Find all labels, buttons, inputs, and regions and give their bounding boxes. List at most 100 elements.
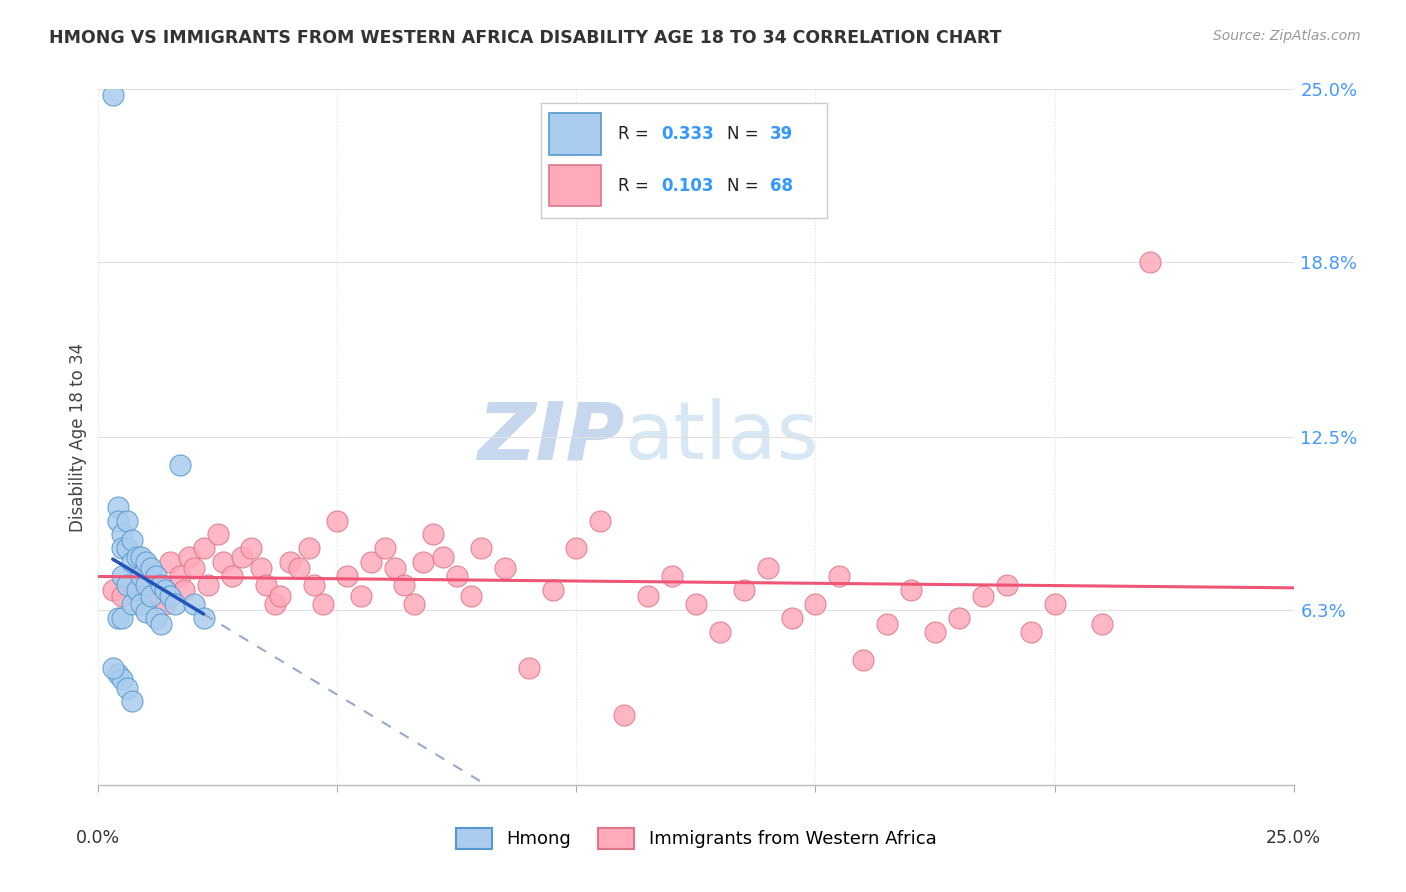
Point xyxy=(412,555,434,569)
Point xyxy=(145,577,167,591)
Point xyxy=(374,541,396,556)
Point xyxy=(804,597,827,611)
Point xyxy=(269,589,291,603)
Point xyxy=(661,569,683,583)
Point xyxy=(637,589,659,603)
Point xyxy=(995,577,1018,591)
Point xyxy=(145,611,167,625)
Point xyxy=(121,533,143,547)
Point xyxy=(1019,624,1042,639)
Point xyxy=(470,541,492,556)
Point xyxy=(115,681,138,695)
Text: ZIP: ZIP xyxy=(477,398,624,476)
Point xyxy=(446,569,468,583)
Point xyxy=(685,597,707,611)
Text: 25.0%: 25.0% xyxy=(1265,830,1322,847)
Point xyxy=(312,597,335,611)
Point xyxy=(613,708,636,723)
Text: atlas: atlas xyxy=(624,398,818,476)
Point xyxy=(101,661,124,675)
Point xyxy=(876,616,898,631)
Point xyxy=(107,500,129,514)
Point xyxy=(125,583,148,598)
Point xyxy=(288,561,311,575)
Point xyxy=(432,549,454,564)
Point xyxy=(107,666,129,681)
Point xyxy=(1043,597,1066,611)
Point xyxy=(131,569,153,583)
Text: 0.0%: 0.0% xyxy=(76,830,121,847)
Point xyxy=(565,541,588,556)
Point xyxy=(852,653,875,667)
Text: Source: ZipAtlas.com: Source: ZipAtlas.com xyxy=(1213,29,1361,43)
Point xyxy=(1091,616,1114,631)
Point xyxy=(131,549,153,564)
Point xyxy=(111,569,134,583)
Point xyxy=(733,583,755,598)
Point xyxy=(135,606,157,620)
Point xyxy=(460,589,482,603)
Point xyxy=(780,611,803,625)
Point xyxy=(149,577,172,591)
Point xyxy=(101,583,124,598)
Point xyxy=(135,577,157,591)
Point xyxy=(211,555,233,569)
Point xyxy=(107,514,129,528)
Point xyxy=(121,555,143,569)
Point xyxy=(541,583,564,598)
Point xyxy=(193,541,215,556)
Point xyxy=(197,577,219,591)
Point xyxy=(169,569,191,583)
Point xyxy=(173,583,195,598)
Point xyxy=(135,555,157,569)
Point xyxy=(240,541,263,556)
Point xyxy=(111,589,134,603)
Point xyxy=(350,589,373,603)
Point xyxy=(125,549,148,564)
Point xyxy=(828,569,851,583)
Point xyxy=(111,672,134,686)
Point xyxy=(250,561,273,575)
Point xyxy=(193,611,215,625)
Point xyxy=(207,527,229,541)
Point xyxy=(183,561,205,575)
Point xyxy=(360,555,382,569)
Point xyxy=(589,514,612,528)
Point xyxy=(183,597,205,611)
Point xyxy=(121,694,143,708)
Point xyxy=(155,583,177,598)
Point xyxy=(131,597,153,611)
Point xyxy=(298,541,321,556)
Y-axis label: Disability Age 18 to 34: Disability Age 18 to 34 xyxy=(69,343,87,532)
Point xyxy=(155,597,177,611)
Point xyxy=(900,583,922,598)
Point xyxy=(115,577,138,591)
Point xyxy=(264,597,287,611)
Point xyxy=(1139,254,1161,268)
Point xyxy=(326,514,349,528)
Point xyxy=(163,597,186,611)
Point xyxy=(221,569,243,583)
Point xyxy=(948,611,970,625)
Point xyxy=(169,458,191,472)
Point xyxy=(402,597,425,611)
Legend: Hmong, Immigrants from Western Africa: Hmong, Immigrants from Western Africa xyxy=(449,821,943,856)
Point xyxy=(494,561,516,575)
Point xyxy=(107,611,129,625)
Point xyxy=(179,549,201,564)
Point xyxy=(278,555,301,569)
Point xyxy=(101,87,124,102)
Point xyxy=(145,569,167,583)
Point xyxy=(135,589,157,603)
Point xyxy=(111,611,134,625)
Point xyxy=(336,569,359,583)
Point xyxy=(159,589,181,603)
Point xyxy=(159,555,181,569)
Point xyxy=(149,616,172,631)
Point xyxy=(121,577,143,591)
Point xyxy=(139,589,162,603)
Point xyxy=(422,527,444,541)
Point xyxy=(139,561,162,575)
Text: HMONG VS IMMIGRANTS FROM WESTERN AFRICA DISABILITY AGE 18 TO 34 CORRELATION CHAR: HMONG VS IMMIGRANTS FROM WESTERN AFRICA … xyxy=(49,29,1001,46)
Point xyxy=(231,549,253,564)
